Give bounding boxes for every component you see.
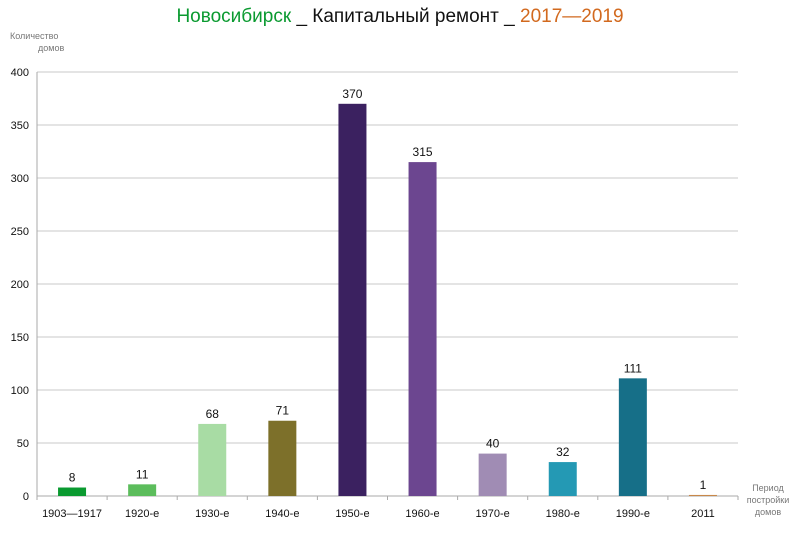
x-tick-label: 1970-е bbox=[476, 508, 510, 520]
title-part: 2017—2019 bbox=[520, 6, 624, 27]
data-label: 11 bbox=[136, 467, 149, 481]
bar bbox=[548, 462, 577, 496]
data-label: 68 bbox=[206, 407, 220, 421]
x-tick-label: 1990-е bbox=[616, 508, 650, 520]
data-label: 111 bbox=[624, 361, 643, 375]
x-tick-label: 1920-е bbox=[125, 508, 159, 520]
y-tick-label: 0 bbox=[23, 491, 29, 503]
x-label-line: постройки bbox=[747, 495, 790, 505]
x-tick-label: 1930-е bbox=[195, 508, 229, 520]
data-label: 71 bbox=[276, 404, 290, 418]
x-axis-label: Период постройки домов bbox=[747, 483, 790, 517]
data-label: 32 bbox=[556, 445, 570, 459]
x-tick-label: 2011 bbox=[691, 508, 715, 520]
bar bbox=[478, 453, 507, 496]
bar bbox=[58, 487, 87, 496]
y-tick-label: 250 bbox=[11, 226, 29, 238]
y-tick-label: 350 bbox=[11, 120, 29, 132]
y-axis-label: Количество домов bbox=[10, 31, 64, 53]
data-label: 8 bbox=[69, 471, 76, 485]
y-label-line: домов bbox=[38, 43, 64, 53]
title-part: Новосибирск bbox=[176, 6, 291, 27]
x-tick-label: 1950-е bbox=[335, 508, 369, 520]
y-tick-label: 200 bbox=[11, 279, 29, 291]
x-tick-label: 1980-е bbox=[546, 508, 580, 520]
bar bbox=[688, 494, 717, 496]
y-tick-label: 400 bbox=[11, 67, 29, 79]
data-label: 370 bbox=[342, 87, 362, 101]
y-tick-label: 100 bbox=[11, 385, 29, 397]
bar bbox=[198, 423, 227, 496]
x-tick-label: 1903—1917 bbox=[42, 508, 102, 520]
data-label: 40 bbox=[486, 437, 500, 451]
y-tick-label: 300 bbox=[11, 173, 29, 185]
chart-title: Новосибирск _ Капитальный ремонт _ 2017—… bbox=[176, 6, 623, 27]
x-tick-label: 1940-е bbox=[265, 508, 299, 520]
x-tick-label: 1960-е bbox=[405, 508, 439, 520]
data-label: 1 bbox=[700, 478, 707, 492]
y-label-line: Количество bbox=[10, 31, 58, 41]
x-label-line: домов bbox=[755, 507, 781, 517]
bar bbox=[268, 420, 297, 496]
x-label-line: Период bbox=[752, 483, 784, 493]
title-part: _ Капитальный ремонт _ bbox=[291, 6, 520, 27]
y-tick-label: 50 bbox=[17, 438, 29, 450]
data-label: 315 bbox=[413, 145, 433, 159]
bar bbox=[618, 378, 647, 496]
bar bbox=[338, 103, 367, 497]
bar bbox=[128, 484, 157, 496]
y-tick-label: 150 bbox=[11, 332, 29, 344]
bar bbox=[408, 162, 437, 496]
